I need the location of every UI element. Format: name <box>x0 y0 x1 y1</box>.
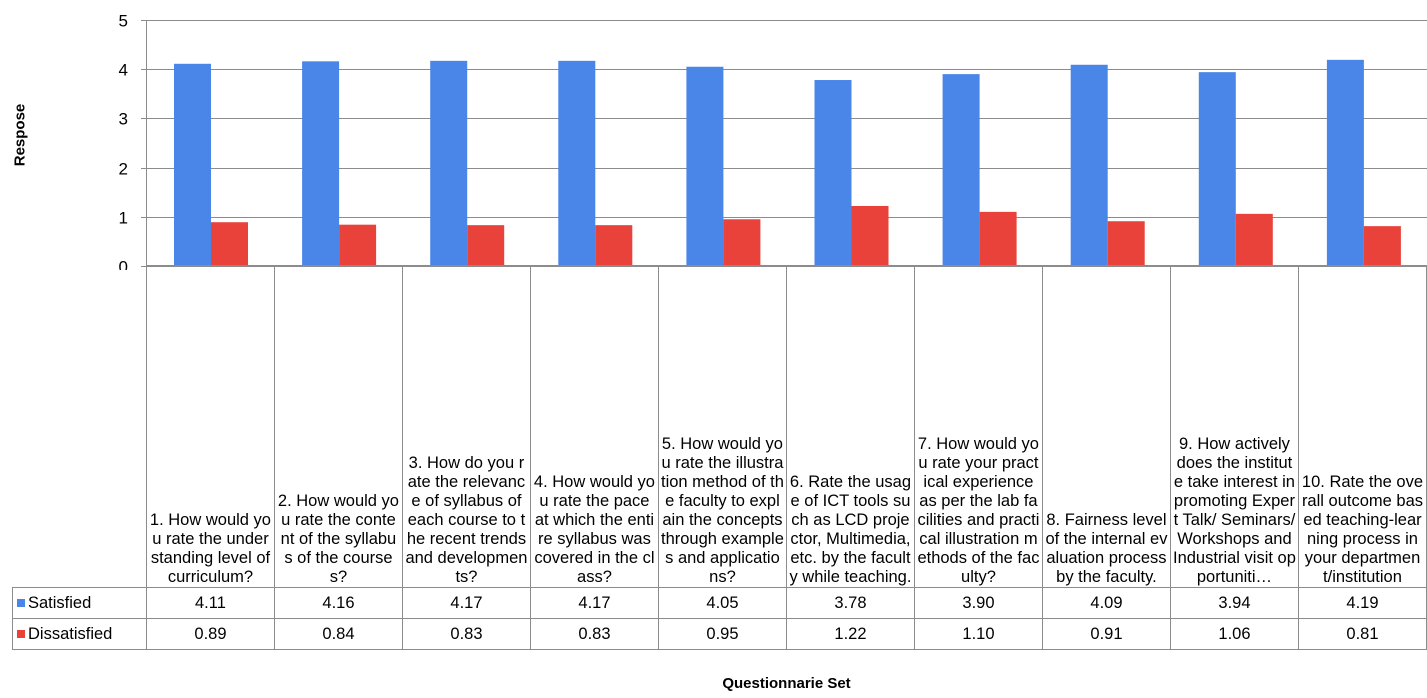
table-row: Satisfied 4.11 4.16 4.17 4.17 4.05 3.78 3.90 4.0… <box>12 587 1427 619</box>
bar-satisfied <box>302 61 340 266</box>
data-label: 3.78 <box>785 587 915 619</box>
bar-satisfied <box>1070 64 1108 266</box>
bar-dissatisfied <box>1107 221 1145 266</box>
legend-entry-satisfied: Satisfied <box>12 587 147 619</box>
table-corner <box>12 265 147 588</box>
data-label: 4.09 <box>1041 587 1171 619</box>
data-label: 4.11 <box>145 587 275 619</box>
y-axis-title: Respose <box>0 0 40 270</box>
bar-satisfied <box>1198 72 1236 266</box>
bar-satisfied <box>430 60 468 266</box>
bar-dissatisfied <box>723 219 761 266</box>
gridlines <box>141 20 1427 267</box>
series-name: Dissatisfied <box>28 624 113 643</box>
y-tick-label: 0 <box>119 258 128 271</box>
data-label: 4.05 <box>657 587 787 619</box>
data-label: 0.91 <box>1041 618 1171 650</box>
data-label: 3.90 <box>913 587 1043 619</box>
data-label: 0.81 <box>1297 618 1427 650</box>
data-label: 3.94 <box>1169 587 1299 619</box>
bar-dissatisfied <box>595 225 633 266</box>
data-table: 1. How would you rate the understanding … <box>12 265 1427 650</box>
data-label: 4.19 <box>1297 587 1427 619</box>
legend-swatch <box>17 629 25 638</box>
category-label: 10. Rate the overall outcome based teach… <box>1297 265 1427 588</box>
legend-swatch <box>17 598 25 607</box>
bar-dissatisfied <box>211 222 248 266</box>
y-tick-label: 3 <box>119 110 128 129</box>
bar-satisfied <box>558 60 596 266</box>
bar-dissatisfied <box>1235 213 1273 266</box>
category-label: 3. How do you rate the relevance of syll… <box>401 265 531 588</box>
data-label: 0.84 <box>273 618 403 650</box>
category-label: 9. How actively does the institute take … <box>1169 265 1299 588</box>
y-tick-label: 5 <box>119 12 128 31</box>
bar-satisfied <box>942 74 980 267</box>
bar-satisfied <box>174 63 211 267</box>
data-label: 0.95 <box>657 618 787 650</box>
category-label: 5. How would you rate the illustration m… <box>657 265 787 588</box>
data-label: 4.17 <box>401 587 531 619</box>
data-label: 0.83 <box>401 618 531 650</box>
y-axis-tick-labels: 0 1 2 3 4 5 <box>119 12 128 271</box>
category-label: 4. How would you rate the pace at which … <box>529 265 659 588</box>
bar-dissatisfied <box>1363 226 1401 266</box>
y-tick-label: 1 <box>119 209 128 228</box>
y-tick-label: 4 <box>119 61 128 80</box>
bars <box>174 59 1401 267</box>
bar-dissatisfied <box>467 225 505 266</box>
data-label: 0.89 <box>145 618 275 650</box>
bar-satisfied <box>1326 59 1364 266</box>
bar-dissatisfied <box>851 205 889 266</box>
legend-entry-dissatisfied: Dissatisfied <box>12 618 147 650</box>
category-label: 6. Rate the usage of ICT tools such as L… <box>785 265 915 588</box>
bar-satisfied <box>686 66 724 267</box>
bar-chart: 0 1 2 3 4 5 <box>119 12 1427 271</box>
category-label: 2. How would you rate the content of the… <box>273 265 403 588</box>
data-label: 0.83 <box>529 618 659 650</box>
y-axis-title-text: Respose <box>11 103 29 167</box>
table-row: Dissatisfied 0.89 0.84 0.83 0.83 0.95 1.22 1.10… <box>12 618 1427 650</box>
data-label: 4.16 <box>273 587 403 619</box>
bar-satisfied <box>814 80 852 266</box>
category-label: 1. How would you rate the understanding … <box>145 265 275 588</box>
data-label: 1.22 <box>785 618 915 650</box>
data-label: 4.17 <box>529 587 659 619</box>
bar-dissatisfied <box>339 224 377 266</box>
category-label: 8. Fairness level of the internal evalua… <box>1041 265 1171 588</box>
series-name: Satisfied <box>28 593 92 612</box>
y-tick-label: 2 <box>119 160 128 179</box>
x-axis-title: Questionnarie Set <box>722 675 851 692</box>
category-label: 7. How would you rate your practical exp… <box>913 265 1043 588</box>
data-label: 1.06 <box>1169 618 1299 650</box>
data-label: 1.10 <box>913 618 1043 650</box>
bar-dissatisfied <box>979 211 1017 266</box>
